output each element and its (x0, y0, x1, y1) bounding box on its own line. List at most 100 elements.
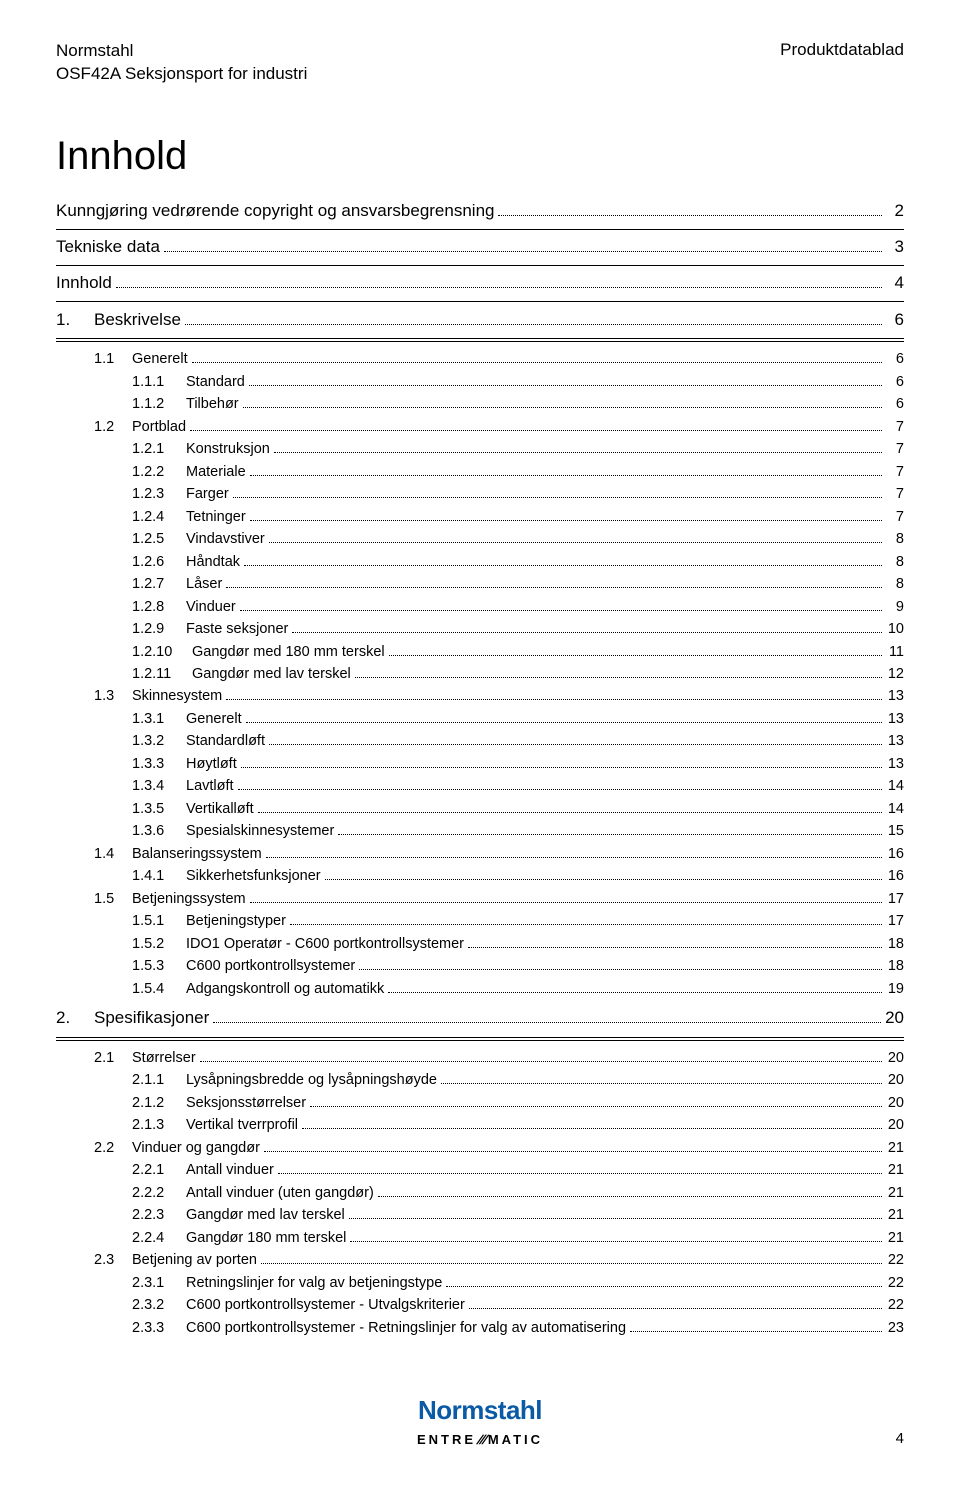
toc-subsection-label[interactable]: Adgangskontroll og automatikk (186, 978, 384, 1000)
toc-subsection-page: 20 (886, 1092, 904, 1114)
toc-subsection-num: 1.3.1 (132, 708, 186, 730)
toc-leader (292, 625, 882, 633)
toc-subsection-label[interactable]: Tilbehør (186, 393, 239, 415)
toc-chapter-num: 2. (56, 1004, 94, 1033)
toc-subsection-label[interactable]: Antall vinduer (uten gangdør) (186, 1182, 374, 1204)
toc-section-row: 2.1Størrelser20 (56, 1047, 904, 1069)
toc-subsection-row: 1.5.4Adgangskontroll og automatikk19 (56, 978, 904, 1000)
toc-subsection-row: 2.3.3C600 portkontrollsystemer - Retning… (56, 1317, 904, 1339)
toc-intro-label[interactable]: Tekniske data (56, 233, 160, 262)
toc-subsection-label[interactable]: Farger (186, 483, 229, 505)
toc-section-page: 22 (886, 1249, 904, 1271)
toc-section-label[interactable]: Portblad (132, 416, 186, 438)
rule (56, 229, 904, 230)
toc-subsection-label[interactable]: Konstruksjon (186, 438, 270, 460)
toc-subsection-num: 1.2.7 (132, 573, 186, 595)
toc-subsection-label[interactable]: Vertikalløft (186, 798, 254, 820)
toc-subsection-label[interactable]: Vindavstiver (186, 528, 265, 550)
toc-leader (250, 895, 882, 903)
toc-subsection-label[interactable]: Gangdør 180 mm terskel (186, 1227, 346, 1249)
toc-leader (441, 1076, 882, 1084)
page-footer: Normstahl ENTRE /// MATIC 4 (56, 1395, 904, 1447)
toc-subsection-page: 17 (886, 910, 904, 932)
toc-section-label[interactable]: Skinnesystem (132, 685, 222, 707)
toc-subsection-label[interactable]: Gangdør med lav terskel (186, 1204, 345, 1226)
toc-subsection-page: 15 (886, 820, 904, 842)
toc-subsection-label[interactable]: Vinduer (186, 596, 236, 618)
toc-subsection-label[interactable]: C600 portkontrollsystemer - Retningslinj… (186, 1317, 626, 1339)
toc-subsection-row: 1.1.1Standard6 (56, 371, 904, 393)
toc-leader (266, 850, 882, 858)
toc-subsection-page: 9 (886, 596, 904, 618)
toc-subsection-page: 18 (886, 955, 904, 977)
toc-chapter-label[interactable]: Spesifikasjoner (94, 1004, 209, 1033)
entrematic-right: MATIC (488, 1432, 543, 1447)
toc-subsection-num: 2.3.3 (132, 1317, 186, 1339)
toc-subsection-label[interactable]: Håndtak (186, 551, 240, 573)
toc-subsection-row: 2.2.1Antall vinduer21 (56, 1159, 904, 1181)
toc-subsection-label[interactable]: Tetninger (186, 506, 246, 528)
toc-section-label[interactable]: Vinduer og gangdør (132, 1137, 260, 1159)
normstahl-logo: Normstahl (418, 1395, 542, 1426)
toc-leader (468, 940, 882, 948)
rule (56, 338, 904, 339)
toc-leader (378, 1189, 882, 1197)
toc-subsection-num: 2.1.3 (132, 1114, 186, 1136)
toc-subsection-label[interactable]: Standardløft (186, 730, 265, 752)
toc-subsection-label[interactable]: Gangdør med 180 mm terskel (192, 641, 385, 663)
toc-subsection-label[interactable]: Generelt (186, 708, 242, 730)
toc-section-label[interactable]: Betjeningssystem (132, 888, 246, 910)
toc-subsection-label[interactable]: Materiale (186, 461, 246, 483)
toc-subsection-label[interactable]: C600 portkontrollsystemer - Utvalgskrite… (186, 1294, 465, 1316)
toc-chapter-label[interactable]: Beskrivelse (94, 306, 181, 335)
toc-subsection-label[interactable]: Faste seksjoner (186, 618, 288, 640)
rule (56, 265, 904, 266)
toc-subsection-row: 2.1.1Lysåpningsbredde og lysåpningshøyde… (56, 1069, 904, 1091)
toc-subsection-num: 2.2.2 (132, 1182, 186, 1204)
toc-section-label[interactable]: Betjening av porten (132, 1249, 257, 1271)
toc-subsection-label[interactable]: IDO1 Operatør - C600 portkontrollsysteme… (186, 933, 464, 955)
toc-subsection-label[interactable]: Sikkerhetsfunksjoner (186, 865, 321, 887)
toc-subsection-num: 1.1.2 (132, 393, 186, 415)
toc-leader (359, 962, 882, 970)
toc-subsection-row: 2.2.3Gangdør med lav terskel21 (56, 1204, 904, 1226)
toc-subsection-num: 1.4.1 (132, 865, 186, 887)
toc-intro-label[interactable]: Innhold (56, 269, 112, 298)
toc-subsection-label[interactable]: Spesialskinnesystemer (186, 820, 334, 842)
toc-section-label[interactable]: Balanseringssystem (132, 843, 262, 865)
header-brand: Normstahl (56, 40, 307, 63)
toc-section-label[interactable]: Størrelser (132, 1047, 196, 1069)
toc-subsection-page: 19 (886, 978, 904, 1000)
toc-subsection-row: 1.2.3Farger7 (56, 483, 904, 505)
toc-leader (238, 782, 882, 790)
toc-section-num: 2.3 (94, 1249, 132, 1271)
toc-subsection-label[interactable]: Vertikal tverrprofil (186, 1114, 298, 1136)
page-number: 4 (896, 1430, 904, 1447)
toc-subsection-page: 21 (886, 1182, 904, 1204)
toc-subsection-label[interactable]: Lavtløft (186, 775, 234, 797)
toc-subsection-num: 1.2.1 (132, 438, 186, 460)
toc-subsection-num: 1.2.4 (132, 506, 186, 528)
toc-leader (355, 670, 882, 678)
toc-subsection-label[interactable]: Betjeningstyper (186, 910, 286, 932)
toc-subsection-page: 23 (886, 1317, 904, 1339)
toc-subsection-label[interactable]: Standard (186, 371, 245, 393)
toc-intro-label[interactable]: Kunngjøring vedrørende copyright og ansv… (56, 197, 494, 226)
toc-subsection-row: 1.2.5Vindavstiver8 (56, 528, 904, 550)
toc-leader (241, 760, 882, 768)
toc-subsection-label[interactable]: Låser (186, 573, 222, 595)
toc-subsection-label[interactable]: Seksjonsstørrelser (186, 1092, 306, 1114)
toc-subsection-num: 1.2.11 (132, 663, 192, 685)
toc-subsection-page: 8 (886, 551, 904, 573)
toc-leader (249, 378, 882, 386)
toc-subsection-label[interactable]: Retningslinjer for valg av betjeningstyp… (186, 1272, 442, 1294)
toc-subsection-label[interactable]: Antall vinduer (186, 1159, 274, 1181)
toc-subsection-num: 1.2.6 (132, 551, 186, 573)
toc-section-label[interactable]: Generelt (132, 348, 188, 370)
toc-subsection-label[interactable]: Høytløft (186, 753, 237, 775)
toc-section-row: 1.1Generelt6 (56, 348, 904, 370)
toc-subsection-label[interactable]: C600 portkontrollsystemer (186, 955, 355, 977)
toc-subsection-label[interactable]: Lysåpningsbredde og lysåpningshøyde (186, 1069, 437, 1091)
toc-subsection-label[interactable]: Gangdør med lav terskel (192, 663, 351, 685)
toc-section-row: 1.3Skinnesystem13 (56, 685, 904, 707)
